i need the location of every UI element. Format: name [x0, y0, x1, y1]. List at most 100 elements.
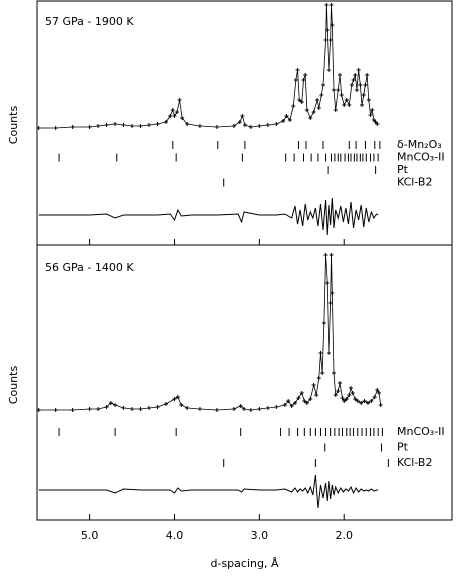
observed-point	[333, 393, 338, 397]
observed-point	[104, 405, 109, 409]
phase-label: Pt	[397, 441, 409, 454]
observed-point	[179, 403, 184, 407]
observed-point	[340, 396, 345, 400]
observed-point	[304, 401, 309, 405]
x-tick-label: 3.0	[251, 529, 269, 542]
observed-point	[329, 3, 334, 7]
observed-point	[70, 408, 75, 412]
observed-point	[108, 401, 113, 405]
phase-label: Pt	[397, 163, 409, 176]
observed-point	[248, 408, 253, 412]
observed-point	[163, 402, 168, 406]
observed-point	[293, 78, 298, 82]
observed-point	[170, 108, 175, 112]
difference-line	[38, 474, 379, 509]
observed-point	[320, 371, 325, 375]
difference-line	[38, 197, 379, 236]
observed-point	[366, 98, 371, 102]
observed-point	[336, 389, 341, 393]
observed-point	[308, 116, 313, 120]
observed-point	[325, 28, 330, 32]
observed-point	[372, 395, 377, 399]
observed-point	[361, 93, 366, 97]
observed-point	[96, 124, 101, 128]
observed-point	[291, 104, 296, 108]
observed-point	[368, 113, 373, 117]
observed-point	[337, 381, 342, 385]
observed-point	[299, 100, 304, 104]
observed-point	[53, 126, 58, 130]
observed-point	[36, 126, 41, 130]
observed-point	[351, 78, 356, 82]
observed-point	[265, 123, 270, 127]
observed-point	[362, 399, 367, 403]
observed-point	[168, 114, 173, 118]
observed-point	[339, 93, 344, 97]
observed-point	[316, 106, 321, 110]
phase-label: KCl-B2	[397, 456, 432, 469]
y-axis-label: Counts	[7, 106, 20, 145]
observed-point	[304, 108, 309, 112]
observed-point	[242, 123, 247, 127]
observed-point	[363, 83, 368, 87]
observed-point	[175, 110, 180, 114]
annotation: 57 GPa - 1900 K	[45, 15, 134, 28]
observed-point	[344, 397, 349, 401]
observed-point	[347, 393, 352, 397]
observed-point	[87, 407, 92, 411]
observed-point	[240, 114, 245, 118]
observed-point	[369, 399, 374, 403]
observed-point	[53, 408, 58, 412]
observed-point	[163, 120, 168, 124]
observed-point	[70, 125, 75, 129]
observed-point	[365, 73, 370, 77]
observed-point	[356, 68, 361, 72]
observed-point	[292, 401, 297, 405]
observed-point	[375, 122, 380, 126]
annotation: 56 GPa - 1400 K	[45, 261, 134, 274]
observed-point	[197, 407, 202, 411]
x-tick-label: 2.0	[335, 529, 353, 542]
observed-point	[185, 122, 190, 126]
observed-point	[316, 376, 321, 380]
observed-point	[311, 110, 316, 114]
observed-point	[281, 119, 286, 123]
observed-point	[344, 98, 349, 102]
observed-point	[238, 404, 243, 408]
observed-point	[175, 395, 180, 399]
observed-point	[147, 123, 152, 127]
observed-point	[336, 88, 341, 92]
observed-point	[308, 397, 313, 401]
observed-point	[289, 404, 294, 408]
observed-point	[177, 98, 182, 102]
observed-point	[197, 124, 202, 128]
observed-point	[349, 386, 354, 390]
observed-point	[296, 396, 301, 400]
observed-point	[370, 108, 375, 112]
observed-point	[359, 401, 364, 405]
observed-point	[295, 68, 300, 72]
observed-point	[375, 388, 380, 392]
y-axis-label: Counts	[7, 366, 20, 405]
observed-point	[185, 406, 190, 410]
plot-frame	[36, 244, 453, 521]
observed-point	[257, 407, 262, 411]
observed-point	[301, 78, 306, 82]
observed-point	[265, 406, 270, 410]
observed-point	[342, 103, 347, 107]
observed-point	[130, 407, 135, 411]
observed-point	[130, 124, 135, 128]
observed-point	[323, 253, 328, 257]
observed-point	[329, 253, 334, 257]
observed-point	[113, 403, 118, 407]
observed-point	[214, 125, 219, 129]
observed-point	[319, 93, 324, 97]
observed-point	[284, 114, 289, 118]
observed-point	[297, 98, 302, 102]
observed-point	[286, 399, 291, 403]
observed-point	[231, 124, 236, 128]
observed-point	[172, 114, 177, 118]
observed-point	[36, 408, 41, 412]
observed-point	[333, 108, 338, 112]
